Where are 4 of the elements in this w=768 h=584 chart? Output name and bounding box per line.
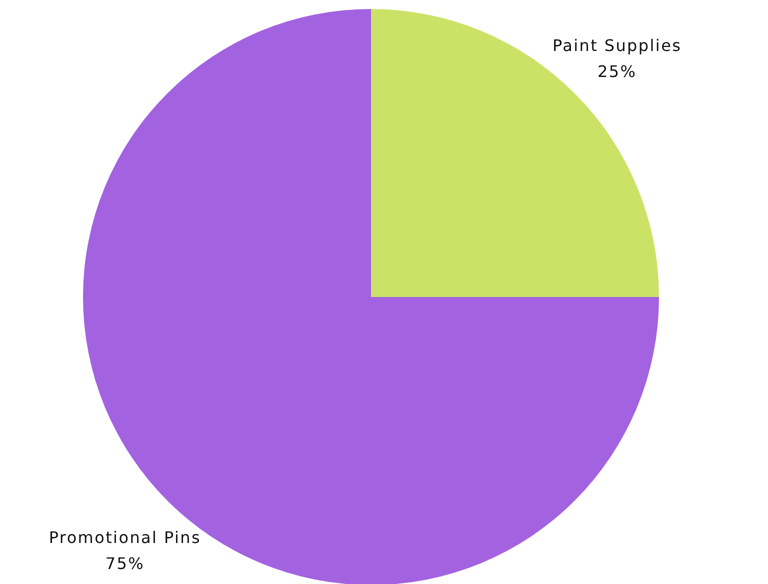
- slice-label: Paint Supplies: [552, 36, 682, 55]
- data-label: 75%: [105, 554, 145, 574]
- slice-label: Promotional Pins: [48, 528, 202, 548]
- data-label: 25%: [597, 62, 637, 81]
